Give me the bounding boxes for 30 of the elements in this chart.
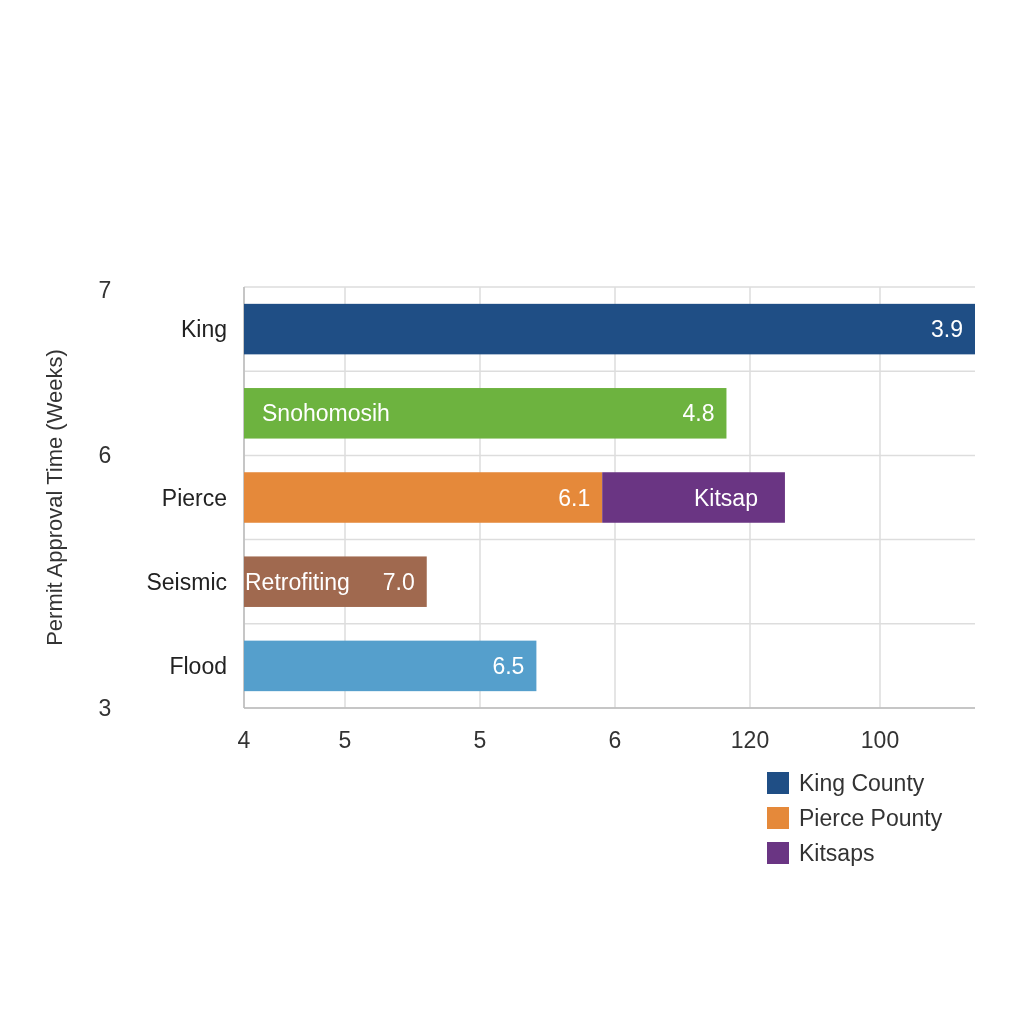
annotation: Kitsap [694,484,758,511]
annotation: 6.1 [558,484,591,511]
annotation: 6.5 [492,652,525,679]
bar [602,472,785,523]
y-tick-label: Flood [169,652,227,679]
y-tick-label: Pierce [161,484,227,511]
text: 120 [730,727,770,754]
text: 6 [608,727,622,754]
text: 100 [860,727,900,754]
y-tick-label: Seismic [146,568,227,595]
bar [244,472,603,523]
text: 5 [473,727,487,754]
legend-label: King County [799,770,925,797]
bar [244,303,975,355]
annotation: 4.8 [682,400,715,427]
text: 3 [98,695,112,722]
text: 5 [338,727,352,754]
annotation: Snohomosih [262,400,390,427]
y-axis-title: Permit Approval Time (Weeks) [42,349,67,646]
bar [244,640,537,692]
bar [244,388,727,439]
text: 4 [237,727,251,754]
text: 7 [98,277,112,304]
annotation: 7.0 [382,568,415,595]
annotation: Retrofiting [245,568,350,595]
annotation: 3.9 [931,316,963,343]
legend-label: Pierce Pounty [799,805,943,832]
legend-label: Kitsaps [799,840,875,867]
text: 6 [98,442,112,469]
y-tick-label: King [180,316,227,343]
